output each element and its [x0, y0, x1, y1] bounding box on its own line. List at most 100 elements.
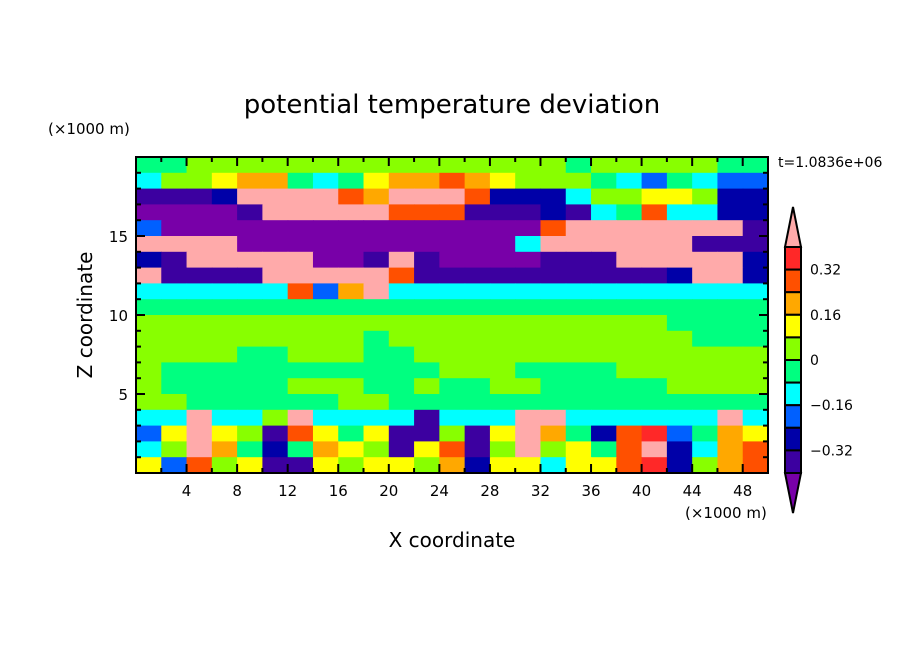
heatmap-cell — [641, 220, 668, 237]
heatmap-cell — [161, 236, 188, 253]
heatmap-cell — [388, 394, 415, 411]
heatmap-cell — [414, 267, 440, 284]
heatmap-cell — [641, 172, 668, 190]
heatmap-cell — [666, 346, 693, 363]
heatmap-cell — [262, 188, 289, 205]
heatmap-cell — [717, 378, 744, 395]
heatmap-cell — [312, 299, 339, 316]
heatmap-cell — [616, 236, 643, 253]
heatmap-cell — [565, 394, 592, 411]
heatmap-cell — [439, 236, 466, 253]
heatmap-cell — [262, 330, 289, 348]
heatmap-cell — [211, 157, 238, 174]
heatmap-cell — [262, 362, 289, 379]
heatmap-cell — [591, 251, 617, 269]
heatmap-cell — [666, 157, 693, 174]
heatmap-cell — [742, 299, 769, 316]
heatmap-cell — [616, 394, 643, 411]
x-tick-label: 32 — [531, 482, 550, 500]
heatmap-cell — [237, 204, 263, 221]
heatmap-cell — [414, 251, 440, 269]
heatmap-cell — [211, 299, 238, 316]
heatmap-cell — [464, 394, 491, 411]
y-tick-label: 15 — [109, 228, 128, 246]
heatmap-cell — [136, 394, 162, 411]
heatmap-cell — [237, 330, 263, 348]
heatmap-cell — [287, 172, 314, 190]
heatmap-cell — [489, 157, 516, 174]
heatmap-cell — [742, 394, 769, 411]
y-tick-label: 10 — [109, 307, 128, 325]
heatmap-cell — [237, 457, 263, 474]
heatmap-cell — [287, 394, 314, 411]
heatmap-cell — [641, 378, 668, 395]
heatmap-cell — [666, 220, 693, 237]
heatmap-cell — [464, 346, 491, 363]
heatmap-cell — [287, 346, 314, 363]
heatmap-cell — [161, 362, 188, 379]
heatmap-cell — [211, 172, 238, 190]
heatmap-cell — [312, 346, 339, 363]
colorbar-box — [784, 426, 802, 452]
heatmap-cell — [717, 172, 744, 190]
heatmap-cell — [565, 220, 592, 237]
heatmap-cell — [211, 188, 238, 205]
heatmap-cell — [666, 441, 693, 458]
heatmap-cell — [338, 299, 365, 316]
heatmap-cell — [414, 283, 440, 300]
heatmap-cell — [591, 204, 617, 221]
heatmap-cell — [262, 425, 289, 442]
heatmap-cell — [591, 315, 617, 332]
heatmap-cell — [211, 251, 238, 269]
heatmap-cell — [388, 299, 415, 316]
heatmap-cell — [464, 362, 491, 379]
heatmap-cell — [489, 457, 516, 474]
heatmap-cell — [211, 283, 238, 300]
heatmap-cell — [616, 204, 643, 221]
heatmap-cell — [186, 236, 213, 253]
heatmap-cell — [287, 330, 314, 348]
heatmap-cell — [666, 299, 693, 316]
heatmap-cell — [742, 409, 769, 427]
heatmap-cell — [565, 457, 592, 474]
heatmap-cell — [742, 425, 769, 442]
heatmap-cell — [641, 441, 668, 458]
x-axis-label: X coordinate — [389, 528, 516, 552]
heatmap-cell — [515, 204, 542, 221]
heatmap-cell — [414, 441, 440, 458]
heatmap-cell — [439, 315, 466, 332]
heatmap-cell — [565, 315, 592, 332]
heatmap-cell — [565, 157, 592, 174]
heatmap-cell — [186, 251, 213, 269]
heatmap-cell — [565, 346, 592, 363]
heatmap-cell — [540, 251, 567, 269]
heatmap-cell — [414, 188, 440, 205]
x-unit-label: (×1000 m) — [685, 504, 767, 522]
colorbar-labels: 0.32 0.16 0 −0.16 −0.32 — [810, 263, 853, 460]
heatmap-cell — [136, 188, 162, 205]
heatmap-cell — [489, 283, 516, 300]
heatmap-cell — [742, 330, 769, 348]
heatmap-cell — [540, 441, 567, 458]
heatmap-cell — [489, 220, 516, 237]
heatmap-cell — [666, 188, 693, 205]
heatmap-cell — [540, 204, 567, 221]
heatmap-cell — [641, 409, 668, 427]
heatmap-cell — [312, 157, 339, 174]
heatmap-cell — [439, 204, 466, 221]
heatmap-cell — [161, 283, 188, 300]
heatmap-cell — [136, 283, 162, 300]
heatmap-cell — [363, 409, 390, 427]
heatmap-cell — [338, 330, 365, 348]
heatmap-cell — [641, 283, 668, 300]
heatmap-cell — [237, 425, 263, 442]
colorbar-label: 0.32 — [810, 263, 841, 279]
heatmap-cell — [237, 441, 263, 458]
heatmap-cell — [616, 441, 643, 458]
heatmap-cell — [742, 362, 769, 379]
heatmap-cell — [591, 172, 617, 190]
heatmap-cell — [211, 409, 238, 427]
heatmap-cell — [641, 188, 668, 205]
heatmap-cell — [464, 330, 491, 348]
heatmap-cell — [515, 267, 542, 284]
